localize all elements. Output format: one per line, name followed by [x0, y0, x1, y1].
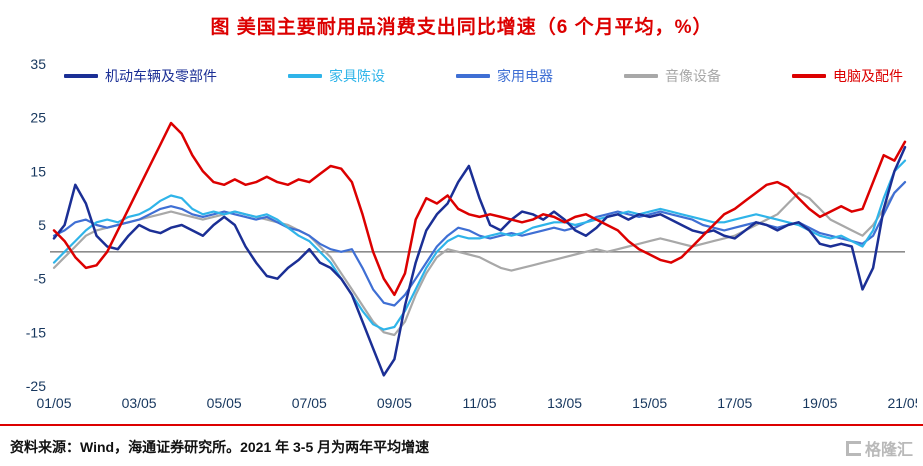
x-axis-tick-label: 05/05	[207, 395, 242, 411]
chart-legend: 机动车辆及零部件 家具陈设 家用电器 音像设备 电脑及配件	[64, 66, 903, 86]
y-axis-tick-label: 5	[38, 217, 46, 233]
legend-swatch-appliances	[456, 74, 490, 78]
x-axis-tick-label: 19/05	[802, 395, 837, 411]
y-axis-tick-label: -5	[34, 271, 47, 287]
legend-label: 机动车辆及零部件	[105, 68, 217, 84]
legend-item-furniture: 家具陈设	[288, 66, 385, 86]
x-axis-tick-label: 11/05	[463, 395, 497, 411]
x-axis-tick-label: 13/05	[547, 395, 582, 411]
x-axis-tick-label: 17/05	[717, 395, 752, 411]
y-axis-tick-label: 15	[30, 163, 46, 179]
legend-item-computers: 电脑及配件	[792, 66, 903, 86]
legend-label: 电脑及配件	[833, 68, 903, 84]
y-axis-tick-label: 25	[30, 110, 46, 126]
y-axis-tick-label: -25	[26, 378, 46, 394]
series-line-4	[52, 121, 907, 297]
legend-swatch-audio-video	[624, 74, 658, 78]
legend-item-motor-vehicles: 机动车辆及零部件	[64, 66, 217, 86]
legend-label: 家具陈设	[329, 68, 385, 84]
x-axis-tick-label: 01/05	[36, 395, 71, 411]
chart-area: 机动车辆及零部件 家具陈设 家用电器 音像设备 电脑及配件 35 25 15 5 -5 -…	[6, 50, 923, 416]
legend-swatch-computers	[792, 74, 826, 78]
x-axis-tick-label: 15/05	[632, 395, 667, 411]
x-axis-tick-label: 21/05	[887, 395, 917, 411]
legend-label: 家用电器	[497, 68, 553, 84]
footer-divider	[0, 424, 923, 426]
series-line-3	[52, 181, 907, 337]
source-note: 资料来源：Wind，海通证券研究所。2021 年 3-5 月为两年平均增速	[10, 439, 430, 455]
legend-item-appliances: 家用电器	[456, 66, 553, 86]
legend-item-audio-video: 音像设备	[624, 66, 721, 86]
gelonghui-logo-text: 格隆汇	[864, 442, 913, 459]
legend-swatch-furniture	[288, 74, 322, 78]
chart-footer: 资料来源：Wind，海通证券研究所。2021 年 3-5 月为两年平均增速 格隆…	[0, 430, 923, 466]
gelonghui-logo-icon	[845, 440, 861, 456]
x-axis-tick-label: 03/05	[122, 395, 157, 411]
x-axis-tick-label: 07/05	[292, 395, 327, 411]
legend-swatch-motor-vehicles	[64, 74, 98, 78]
series-line-1	[52, 159, 907, 331]
gelonghui-logo: 格隆汇	[845, 436, 913, 460]
series-line-0	[52, 145, 907, 377]
y-axis-tick-label: 35	[30, 56, 46, 72]
y-axis-tick-label: -15	[26, 324, 46, 340]
x-axis-tick-label: 09/05	[377, 395, 412, 411]
legend-label: 音像设备	[665, 68, 721, 84]
chart-title: 图 美国主要耐用品消费支出同比增速（6 个月平均，%）	[210, 17, 713, 38]
